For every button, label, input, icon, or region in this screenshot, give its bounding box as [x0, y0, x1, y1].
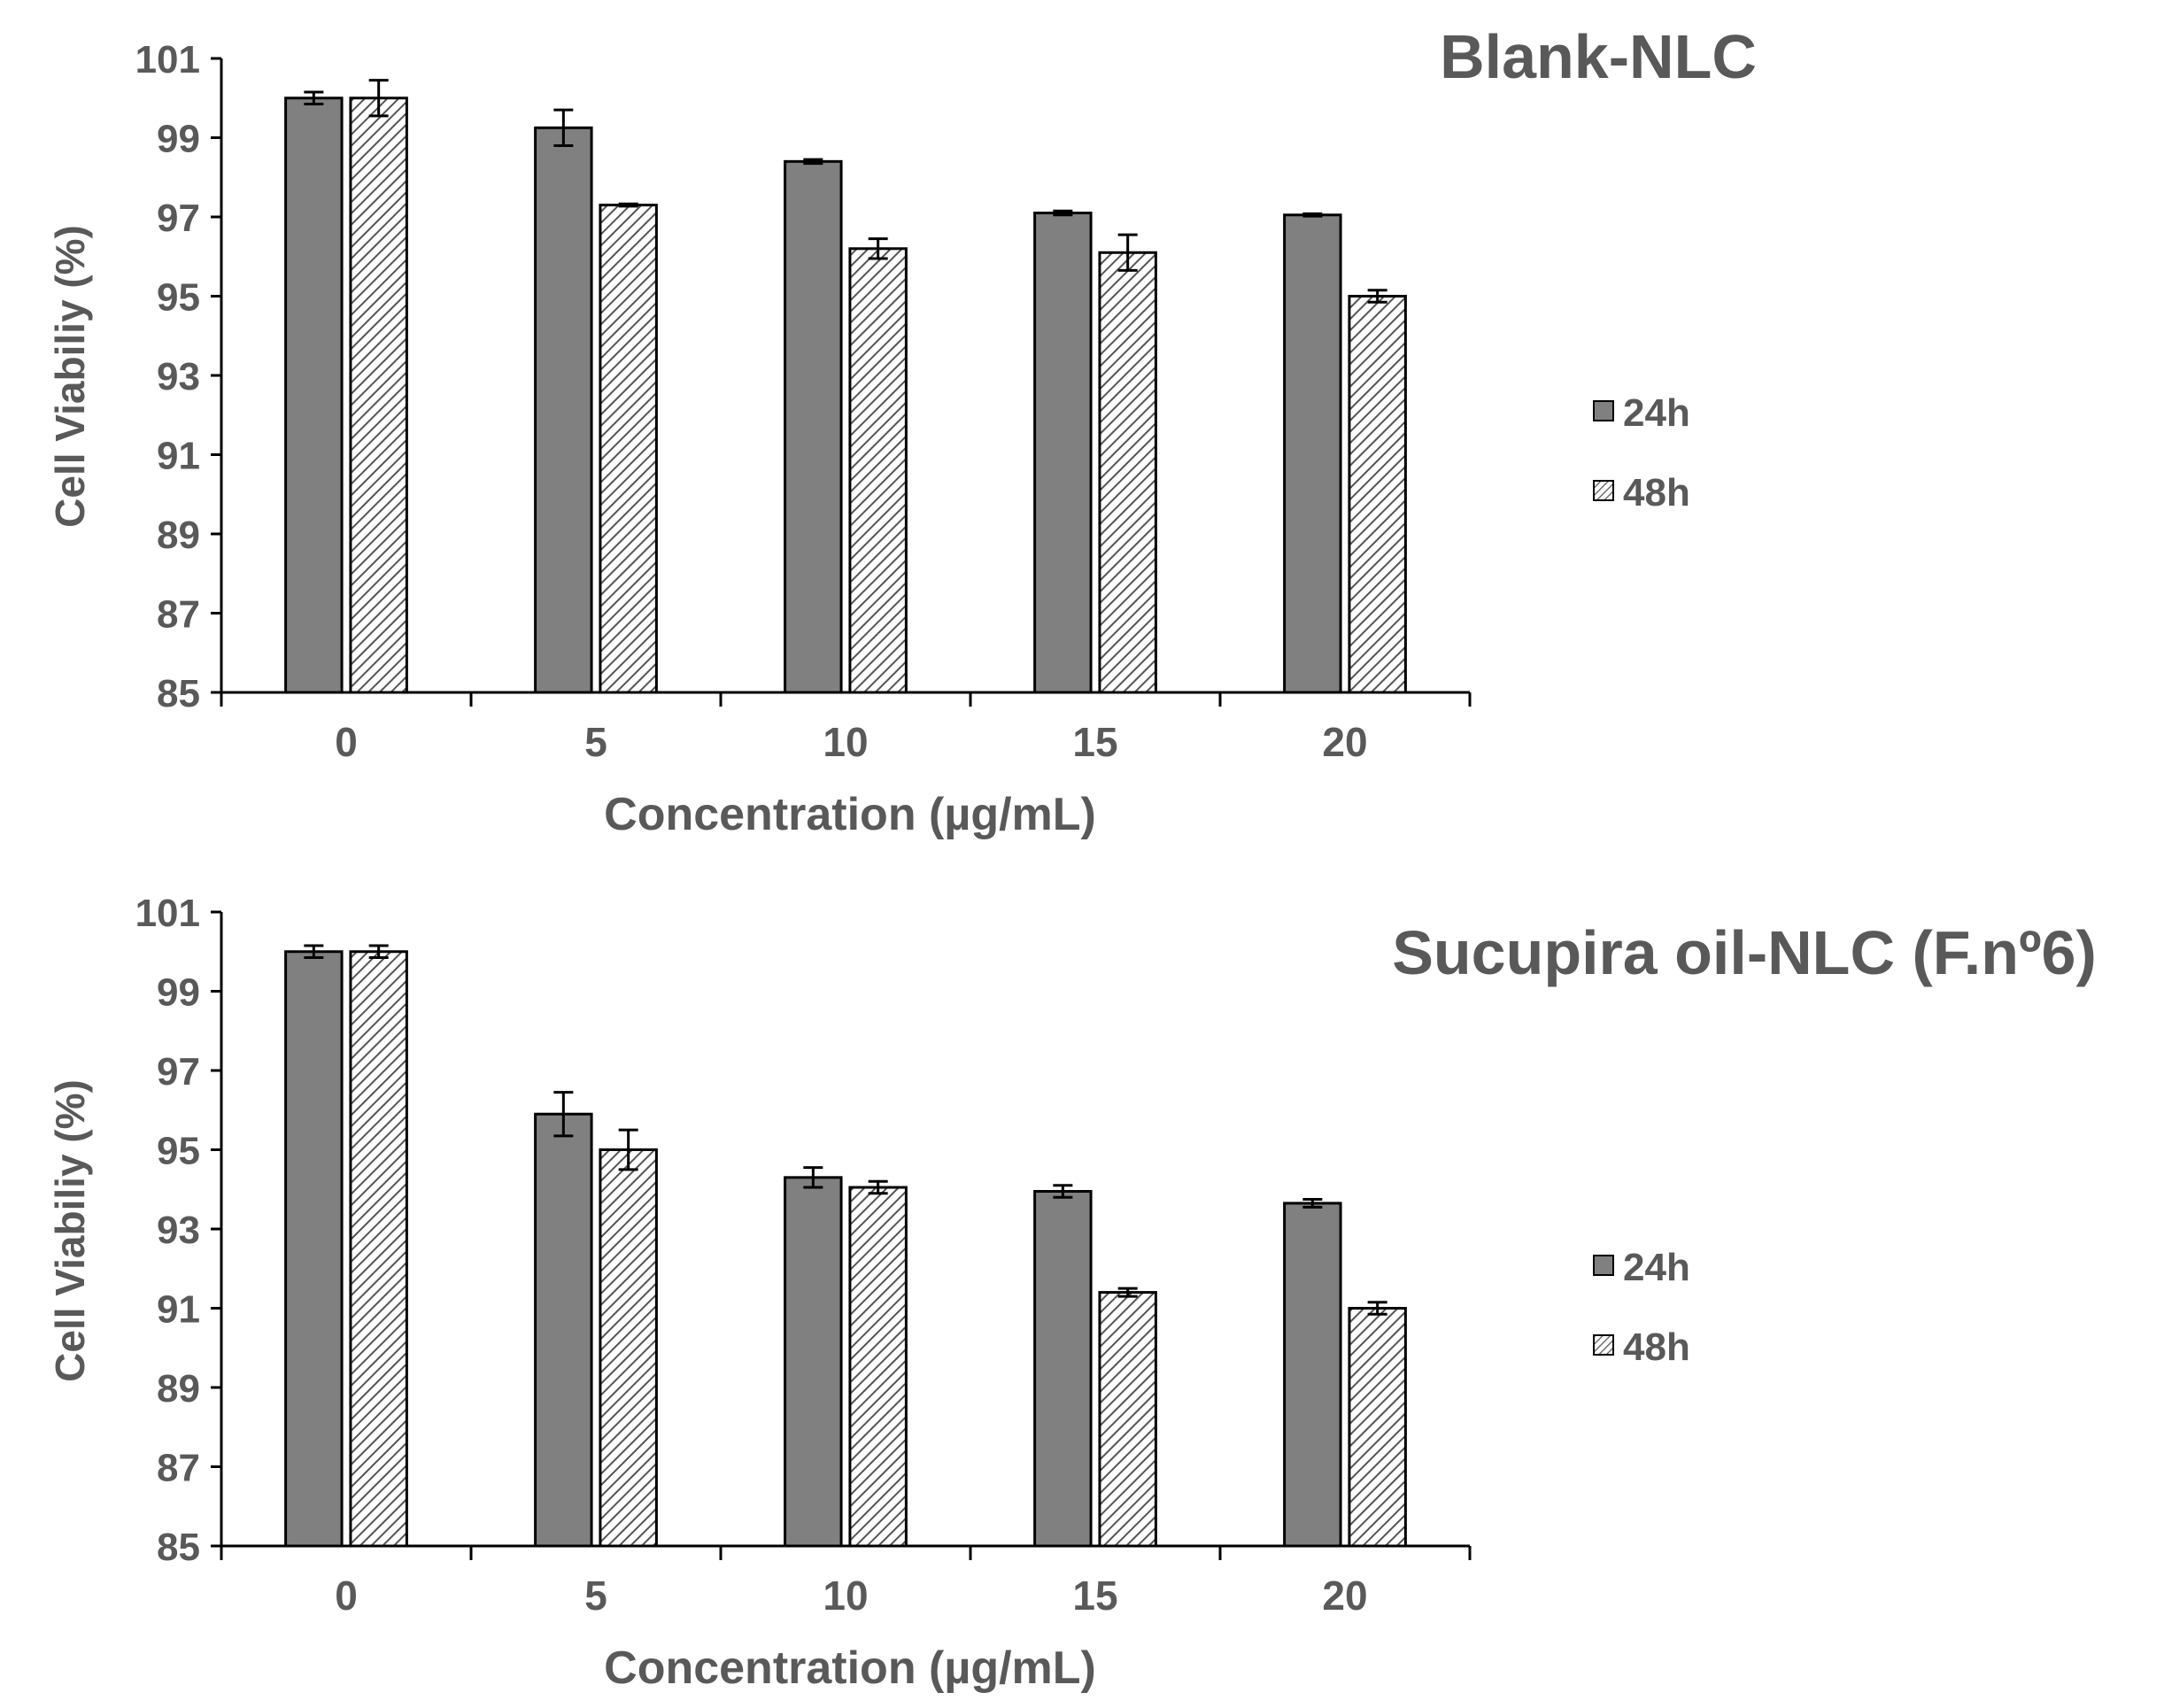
- x-tick-label: 15: [1072, 1573, 1117, 1619]
- y-tick-label: 85: [157, 1526, 200, 1569]
- bar-24h-15: [1033, 212, 1093, 694]
- legend-swatch-48h: [1593, 1334, 1614, 1356]
- legend: 24h 48h: [1593, 391, 1690, 514]
- chart-title: Blank-NLC: [1440, 22, 1757, 91]
- bar-48h-0: [349, 97, 408, 694]
- y-tick-label: 95: [157, 276, 200, 320]
- error-bar-24h-20: [1302, 1197, 1323, 1209]
- y-tick-label: 101: [135, 892, 200, 935]
- error-bar-24h-0: [304, 90, 324, 105]
- y-tick-label: 99: [157, 118, 200, 161]
- x-tick-label: 20: [1322, 719, 1367, 765]
- error-bar-48h-10: [868, 1179, 888, 1195]
- bar-24h-10: [784, 1176, 843, 1548]
- y-tick-label: 97: [157, 197, 200, 240]
- y-tick-label: 97: [157, 1050, 200, 1094]
- x-tick-label: 20: [1322, 1573, 1367, 1619]
- bar-48h-15: [1098, 251, 1157, 694]
- y-tick-label: 93: [157, 1209, 200, 1252]
- y-tick-label: 89: [157, 1367, 200, 1410]
- bar-24h-5: [534, 126, 593, 694]
- bar-24h-15: [1033, 1189, 1093, 1548]
- y-tick-label: 101: [135, 38, 200, 81]
- x-tick-label: 0: [335, 1573, 358, 1619]
- error-bar-48h-15: [1117, 233, 1138, 272]
- y-tick-label: 91: [157, 1288, 200, 1332]
- error-bar-24h-15: [1053, 1184, 1073, 1199]
- y-tick-label: 87: [157, 1447, 200, 1490]
- y-tick-label: 99: [157, 971, 200, 1015]
- x-tick-label: 10: [823, 719, 868, 765]
- error-bar-48h-0: [368, 944, 389, 959]
- legend-swatch-48h: [1593, 480, 1614, 501]
- bar-48h-20: [1348, 1307, 1407, 1548]
- error-bar-24h-10: [803, 1166, 823, 1189]
- legend-label-24h: 24h: [1623, 391, 1690, 435]
- legend: 24h 48h: [1593, 1246, 1690, 1369]
- legend-label-48h: 48h: [1623, 471, 1690, 514]
- bar-48h-15: [1098, 1291, 1157, 1548]
- error-bar-48h-5: [618, 1128, 638, 1171]
- error-bar-24h-10: [803, 158, 823, 166]
- x-tick-label: 5: [584, 1573, 607, 1619]
- y-axis-title: Cell Viabiliy (%): [47, 1079, 93, 1382]
- bar-24h-10: [784, 159, 843, 694]
- bar-24h-20: [1283, 1202, 1342, 1548]
- legend-label-48h: 48h: [1623, 1325, 1690, 1369]
- error-bar-48h-0: [368, 79, 389, 118]
- error-bar-24h-0: [304, 944, 324, 959]
- legend-swatch-24h: [1593, 1255, 1614, 1276]
- bar-24h-5: [534, 1112, 593, 1548]
- y-tick-label: 87: [157, 593, 200, 637]
- error-bar-48h-10: [868, 237, 888, 260]
- bar-48h-20: [1348, 295, 1407, 694]
- error-bar-48h-20: [1367, 1301, 1387, 1316]
- y-tick-label: 89: [157, 514, 200, 557]
- bar-48h-5: [599, 204, 658, 694]
- error-bar-48h-5: [618, 202, 638, 208]
- x-axis-title: Concentration (µg/mL): [604, 1642, 1096, 1694]
- bar-24h-0: [284, 97, 344, 694]
- error-bar-24h-5: [553, 108, 574, 147]
- bar-48h-10: [848, 247, 908, 694]
- error-bar-48h-15: [1117, 1287, 1138, 1298]
- error-bar-48h-20: [1367, 289, 1387, 304]
- x-tick-label: 5: [584, 719, 607, 765]
- bar-24h-20: [1283, 213, 1342, 694]
- y-axis-title: Cell Viabiliy (%): [47, 225, 93, 528]
- error-bar-24h-15: [1053, 209, 1073, 217]
- bar-48h-10: [848, 1186, 908, 1548]
- bar-24h-0: [284, 950, 344, 1548]
- legend-label-24h: 24h: [1623, 1246, 1690, 1289]
- y-tick-label: 85: [157, 672, 200, 715]
- legend-swatch-24h: [1593, 400, 1614, 421]
- y-tick-label: 95: [157, 1130, 200, 1173]
- x-tick-label: 0: [335, 719, 358, 765]
- error-bar-24h-5: [553, 1091, 574, 1138]
- y-tick-label: 93: [157, 355, 200, 398]
- x-axis-title: Concentration (µg/mL): [604, 789, 1096, 840]
- x-tick-label: 15: [1072, 719, 1117, 765]
- chart-panel-blank-nlc: Blank-NLC Cell Viabiliy (%) Concentratio…: [47, 22, 1757, 840]
- chart-panel-sucupira-oil-nlc: Sucupira oil-NLC (F.nº6) Cell Viabiliy (…: [47, 892, 2097, 1694]
- x-tick-label: 10: [823, 1573, 868, 1619]
- bar-48h-0: [349, 950, 408, 1548]
- bar-48h-5: [599, 1148, 658, 1548]
- y-tick-label: 91: [157, 435, 200, 478]
- chart-title: Sucupira oil-NLC (F.nº6): [1392, 918, 2097, 987]
- error-bar-24h-20: [1302, 212, 1323, 218]
